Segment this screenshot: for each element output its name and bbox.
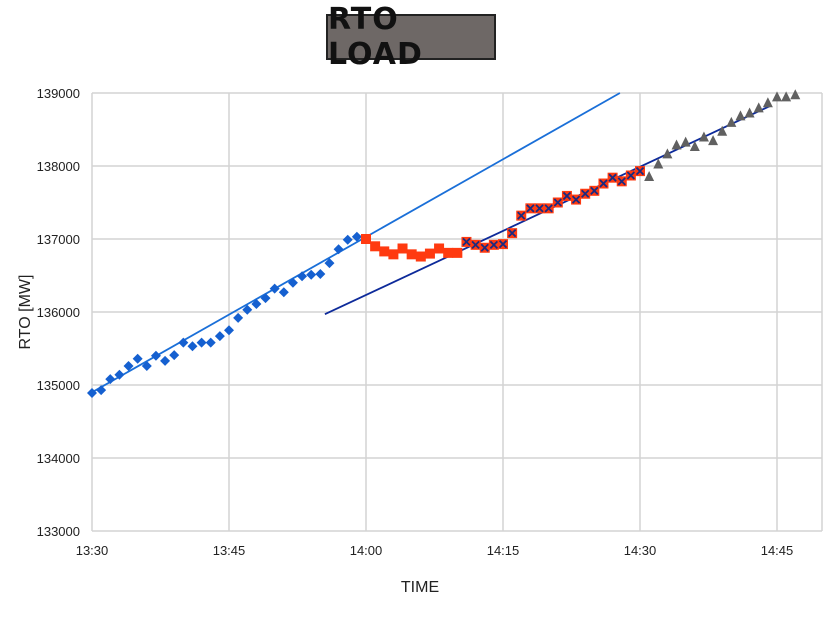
y-tick-label: 133000 <box>37 524 80 539</box>
data-point-diamond <box>141 361 152 372</box>
trendline <box>91 92 621 394</box>
data-point-x-mark <box>517 211 526 220</box>
data-point-x-mark <box>507 229 517 238</box>
data-point-diamond <box>269 283 280 294</box>
data-point-diamond <box>242 304 253 315</box>
data-point-x-mark <box>535 204 544 213</box>
data-point-x-mark <box>608 173 617 182</box>
data-point-x-mark <box>626 171 636 180</box>
data-point-square <box>388 249 399 260</box>
data-point-triangle <box>698 131 709 142</box>
data-point-diamond <box>214 331 225 342</box>
x-axis-label: TIME <box>401 579 439 596</box>
y-tick-label: 138000 <box>37 159 80 174</box>
data-point-diamond <box>105 374 116 385</box>
y-tick-label: 135000 <box>37 378 80 393</box>
data-point-square <box>415 251 426 262</box>
data-point-triangle <box>762 97 773 108</box>
data-point-square <box>443 247 454 258</box>
x-tick-label: 14:30 <box>624 543 657 558</box>
data-point-diamond <box>287 277 298 288</box>
x-tick-label: 13:30 <box>76 543 109 558</box>
data-point-triangle <box>680 136 691 147</box>
data-point-square <box>379 246 390 257</box>
data-point-square <box>361 234 371 244</box>
data-point-x-mark <box>480 243 489 252</box>
data-point-diamond <box>205 337 216 348</box>
data-point-diamond <box>96 385 107 396</box>
data-point-triangle <box>744 107 755 118</box>
data-point-diamond <box>178 337 189 348</box>
data-point-diamond <box>187 341 198 352</box>
data-point-x-mark <box>599 179 608 188</box>
x-tick-label: 14:45 <box>761 543 794 558</box>
data-point-triangle <box>653 158 664 169</box>
data-point-x-mark <box>526 204 535 213</box>
data-point-square <box>370 241 381 252</box>
data-point-diamond <box>123 361 134 372</box>
data-point-triangle <box>790 89 801 100</box>
data-point-diamond <box>315 269 326 280</box>
x-tick-label: 14:15 <box>487 543 520 558</box>
data-point-triangle <box>644 170 655 181</box>
data-point-triangle <box>671 139 682 150</box>
data-point-square <box>397 243 408 254</box>
data-point-square <box>424 248 435 259</box>
data-point-square <box>452 247 463 258</box>
y-tick-label: 139000 <box>37 86 80 101</box>
data-point-triangle <box>735 110 746 121</box>
data-point-triangle <box>726 116 737 127</box>
data-point-x-mark <box>489 240 499 249</box>
data-point-x-mark <box>471 240 480 249</box>
data-point-diamond <box>114 369 125 380</box>
data-point-diamond <box>306 269 317 280</box>
data-point-diamond <box>251 298 262 309</box>
data-point-square <box>434 243 445 254</box>
data-point-x-mark <box>590 186 599 195</box>
data-point-x-mark <box>571 195 581 204</box>
data-point-diamond <box>150 350 161 361</box>
data-point-x-mark <box>617 177 626 186</box>
data-point-diamond <box>196 337 207 348</box>
data-point-diamond <box>87 388 97 399</box>
data-point-x-mark <box>635 166 645 176</box>
data-point-diamond <box>160 355 171 366</box>
y-tick-label: 136000 <box>37 305 80 320</box>
data-point-diamond <box>132 353 143 364</box>
x-tick-label: 13:45 <box>213 543 246 558</box>
data-point-x-mark <box>544 204 553 213</box>
data-point-x-mark <box>498 239 508 249</box>
data-point-diamond <box>278 287 289 298</box>
data-point-diamond <box>324 258 335 269</box>
data-point-diamond <box>333 244 344 255</box>
data-point-triangle <box>717 125 728 136</box>
data-point-diamond <box>233 312 244 323</box>
data-point-triangle <box>689 141 700 152</box>
data-point-diamond <box>342 234 353 245</box>
data-point-x-mark <box>553 198 562 207</box>
data-point-triangle <box>753 102 764 113</box>
y-axis-label: RTO [MW] <box>17 275 34 350</box>
data-point-diamond <box>297 271 308 282</box>
y-tick-label: 134000 <box>37 451 80 466</box>
y-tick-label: 137000 <box>37 232 80 247</box>
data-point-diamond <box>224 325 234 336</box>
x-tick-label: 14:00 <box>350 543 383 558</box>
data-point-x-mark <box>562 191 572 201</box>
data-point-x-mark <box>581 189 590 198</box>
data-point-triangle <box>781 91 792 102</box>
data-point-square <box>406 249 417 260</box>
data-point-diamond <box>260 293 271 304</box>
data-point-diamond <box>351 231 362 242</box>
data-point-triangle <box>662 148 673 159</box>
data-point-triangle <box>708 135 719 146</box>
data-point-triangle <box>772 91 782 102</box>
data-point-diamond <box>169 350 180 361</box>
data-point-x-mark <box>462 237 471 247</box>
